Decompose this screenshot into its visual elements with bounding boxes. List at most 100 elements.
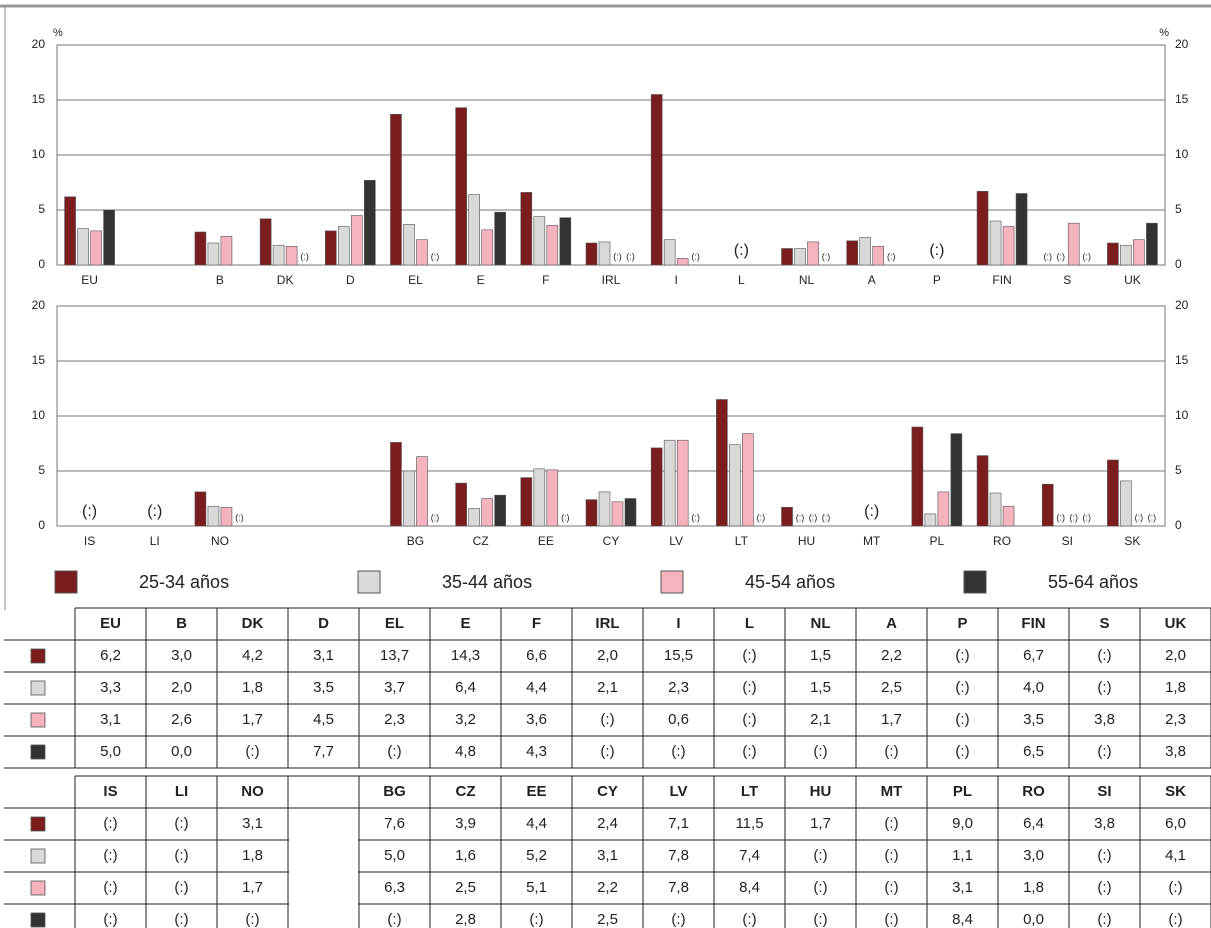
table-cell: 2,4 xyxy=(597,815,618,832)
table-cell: 1,7 xyxy=(242,879,263,896)
bar xyxy=(1146,222,1158,266)
table-cell: 1,5 xyxy=(810,679,831,696)
bar xyxy=(1041,483,1054,527)
bar xyxy=(494,494,506,527)
legend-label: 35-44 años xyxy=(442,572,532,592)
table-cell: (:) xyxy=(387,743,401,760)
table-cell: 3,6 xyxy=(526,711,547,728)
x-tick-label: MT xyxy=(863,534,881,548)
table-header: LV xyxy=(669,783,687,800)
table-cell: 2,1 xyxy=(810,711,831,728)
bar xyxy=(976,455,989,527)
bar xyxy=(416,239,428,266)
table-cell: 4,3 xyxy=(526,743,547,760)
bar xyxy=(1002,226,1015,266)
bar xyxy=(742,433,754,527)
bar xyxy=(324,230,337,266)
y2-unit-label: % xyxy=(1159,27,1169,39)
table-header: D xyxy=(318,615,329,632)
table-header: F xyxy=(532,615,541,632)
x-tick-label: I xyxy=(675,273,678,287)
table-header: L xyxy=(745,615,754,632)
y2-tick-label: 15 xyxy=(1175,353,1189,367)
table-cell: 3,9 xyxy=(455,815,476,832)
table-cell: 0,0 xyxy=(171,743,192,760)
missing-label: (:) xyxy=(1043,251,1052,261)
table-cell: (:) xyxy=(174,879,188,896)
table-header: B xyxy=(176,615,187,632)
table-header: RO xyxy=(1022,783,1045,800)
y-tick-label: 10 xyxy=(32,147,46,161)
table-cell: 4,4 xyxy=(526,815,547,832)
x-tick-label: LV xyxy=(669,534,683,548)
bar xyxy=(1120,244,1132,266)
missing-label: (:) xyxy=(1148,512,1157,522)
x-tick-label: SI xyxy=(1062,534,1073,548)
table-cell: (:) xyxy=(1097,911,1111,928)
row-swatch xyxy=(30,848,46,864)
table-cell: (:) xyxy=(1097,879,1111,896)
y-tick-label: 0 xyxy=(38,518,45,532)
bar xyxy=(416,456,428,527)
bar xyxy=(559,217,572,266)
table-cell: 2,1 xyxy=(597,679,618,696)
bar xyxy=(859,237,872,266)
bar xyxy=(807,241,819,266)
table-cell: 6,6 xyxy=(526,647,547,664)
bar xyxy=(846,240,859,266)
bar xyxy=(950,433,963,527)
table-cell: 2,0 xyxy=(1165,647,1186,664)
table-header: E xyxy=(460,615,470,632)
table-cell: 9,0 xyxy=(952,815,973,832)
table-header: A xyxy=(886,615,897,632)
table-cell: (:) xyxy=(1168,911,1182,928)
bar xyxy=(937,491,950,527)
table-header: HU xyxy=(810,783,832,800)
missing-label: (:) xyxy=(82,503,97,520)
bar xyxy=(1107,242,1119,266)
table-cell: 7,4 xyxy=(739,847,760,864)
table-cell: 8,4 xyxy=(952,911,973,928)
x-tick-label: RO xyxy=(993,534,1011,548)
bar xyxy=(989,492,1002,527)
bar xyxy=(611,501,624,527)
x-tick-label: D xyxy=(346,273,355,287)
y2-tick-label: 10 xyxy=(1175,147,1189,161)
missing-label: (:) xyxy=(613,251,622,261)
table-cell: 1,7 xyxy=(242,711,263,728)
table-header: SK xyxy=(1165,783,1186,800)
y-tick-label: 5 xyxy=(38,463,45,477)
x-tick-label: B xyxy=(216,273,224,287)
bar xyxy=(533,468,546,527)
table-cell: (:) xyxy=(671,911,685,928)
bar xyxy=(494,211,506,266)
table-cell: (:) xyxy=(742,743,756,760)
x-tick-label: IS xyxy=(84,534,95,548)
missing-label: (:) xyxy=(147,503,162,520)
y2-tick-label: 20 xyxy=(1175,37,1189,51)
row-swatch xyxy=(30,712,46,728)
table-cell: (:) xyxy=(955,743,969,760)
y2-tick-label: 0 xyxy=(1175,518,1182,532)
table-header: I xyxy=(676,615,680,632)
table-cell: (:) xyxy=(884,847,898,864)
bar xyxy=(350,215,363,266)
table-cell: 3,0 xyxy=(171,647,192,664)
x-tick-label: BG xyxy=(407,534,424,548)
y2-tick-label: 10 xyxy=(1175,408,1189,422)
table-cell: 2,3 xyxy=(1165,711,1186,728)
x-tick-label: CY xyxy=(603,534,620,548)
table-cell: (:) xyxy=(955,647,969,664)
x-tick-label: P xyxy=(933,273,941,287)
bar xyxy=(194,231,207,266)
table-cell: (:) xyxy=(742,911,756,928)
table-header: PL xyxy=(953,783,972,800)
x-tick-label: S xyxy=(1063,273,1071,287)
x-tick-label: FIN xyxy=(992,273,1011,287)
table-cell: 11,5 xyxy=(735,815,763,832)
table-cell: 3,1 xyxy=(100,711,121,728)
table-cell: (:) xyxy=(1097,743,1111,760)
missing-label: (:) xyxy=(734,242,749,259)
table-cell: 2,2 xyxy=(597,879,618,896)
missing-label: (:) xyxy=(561,512,570,522)
